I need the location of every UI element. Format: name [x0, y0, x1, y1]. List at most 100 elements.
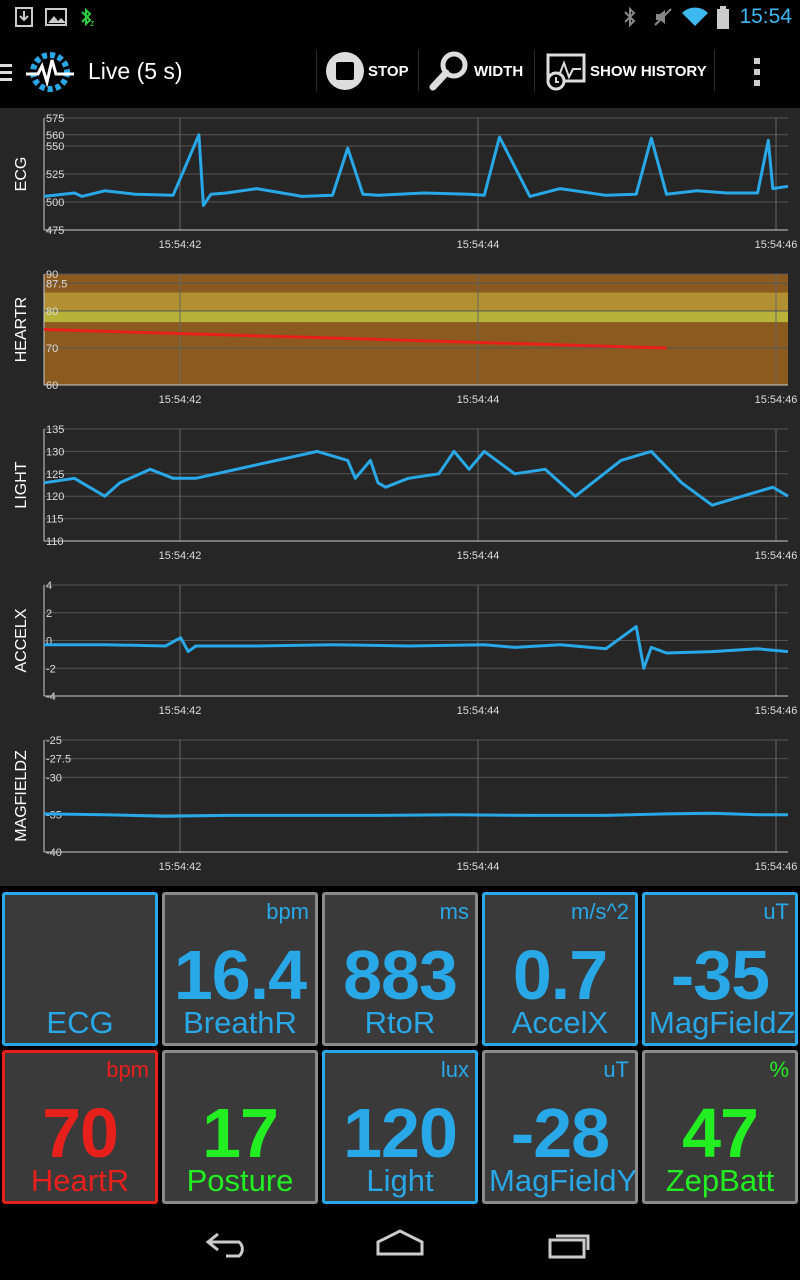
y-tick-label: -25	[46, 735, 62, 747]
light-chart: 135 130 125 120 115 110 15:54:42 15:54:44 15:54:…	[0, 419, 800, 575]
divider	[714, 50, 715, 92]
image-icon	[45, 8, 67, 26]
metric-tiles: ECG bpm 16.4 BreathR ms 883 RtoR m/s^2 0…	[0, 886, 800, 1206]
ecg-chart: 575 560 550 525 500 475 15:54:42 15:54:44 15:54:…	[0, 108, 800, 264]
x-tick-label: 15:54:42	[159, 705, 202, 717]
tile-label: MagFieldZ	[649, 1005, 796, 1040]
x-tick-label: 15:54:46	[755, 705, 798, 717]
y-axis-label: ACCELX	[13, 608, 30, 672]
divider	[534, 50, 535, 92]
show-history-label: SHOW HISTORY	[590, 62, 707, 80]
recent-apps-icon[interactable]	[546, 1228, 596, 1260]
x-tick-label: 15:54:46	[755, 239, 798, 251]
x-tick-label: 15:54:44	[457, 550, 500, 562]
x-tick-label: 15:54:44	[457, 394, 500, 406]
tile-unit: uT	[603, 1057, 629, 1082]
y-tick-label: -30	[46, 772, 62, 784]
y-tick-label: -2	[46, 663, 56, 675]
download-icon	[15, 7, 33, 27]
tile-zepbatt[interactable]: % 47 ZepBatt	[642, 1050, 798, 1204]
x-tick-label: 15:54:42	[159, 550, 202, 562]
heartr-zone-band	[44, 292, 788, 311]
status-bar: z 15:54	[0, 0, 800, 34]
heartr-zone-band	[44, 274, 788, 385]
y-tick-label: 60	[46, 380, 58, 392]
y-tick-label: 500	[46, 197, 64, 209]
menu-lines-icon[interactable]	[0, 62, 14, 82]
x-tick-label: 15:54:44	[457, 861, 500, 873]
home-icon[interactable]	[374, 1228, 426, 1258]
tile-value: 16.4	[173, 936, 307, 1014]
clock: 15:54	[739, 5, 792, 28]
magfieldz-chart: -25 -27.5 -30 -35 -40 15:54:42 15:54:44 15:54:4…	[0, 730, 800, 886]
tile-unit: ms	[439, 899, 469, 924]
tile-unit: %	[769, 1057, 789, 1082]
tile-rtor[interactable]: ms 883 RtoR	[322, 892, 478, 1046]
y-tick-label: -4	[46, 691, 56, 703]
heartr-zone-band	[44, 311, 788, 323]
x-tick-label: 15:54:46	[755, 861, 798, 873]
tile-value: -28	[510, 1094, 610, 1172]
tile-light[interactable]: lux 120 Light	[322, 1050, 478, 1204]
x-tick-label: 15:54:46	[755, 394, 798, 406]
width-label: WIDTH	[474, 62, 524, 80]
series-line	[44, 625, 789, 670]
tile-label: MagFieldY	[489, 1163, 638, 1198]
y-tick-label: 550	[46, 141, 64, 153]
overflow-menu-icon[interactable]	[750, 56, 764, 88]
page-title: Live (5 s)	[88, 58, 183, 84]
y-axis-label: MAGFIELDZ	[13, 750, 30, 842]
battery-icon	[717, 6, 729, 29]
tile-magfieldz[interactable]: uT -35 MagFieldZ	[642, 892, 798, 1046]
action-bar: Live (5 s) STOP WIDTH SHOW HISTORY	[0, 34, 800, 108]
y-tick-label: -40	[46, 847, 62, 859]
y-tick-label: 475	[46, 225, 64, 237]
tile-posture[interactable]: 17 Posture	[162, 1050, 318, 1204]
bluetooth-icon	[624, 6, 636, 28]
y-tick-label: 120	[46, 491, 64, 503]
y-tick-label: 135	[46, 424, 64, 436]
wifi-icon	[682, 7, 708, 26]
width-button[interactable]: WIDTH	[428, 46, 523, 96]
series-line	[43, 811, 788, 818]
tile-unit: lux	[440, 1057, 469, 1082]
tile-label: ECG	[46, 1005, 114, 1040]
x-tick-label: 15:54:42	[159, 239, 202, 251]
y-tick-label: 2	[46, 608, 52, 620]
y-tick-label: 525	[46, 169, 64, 181]
tile-value: 120	[343, 1094, 458, 1172]
app-logo-icon[interactable]	[24, 48, 76, 96]
tile-breathr[interactable]: bpm 16.4 BreathR	[162, 892, 318, 1046]
series-line	[43, 133, 789, 207]
stop-button[interactable]: STOP	[324, 46, 409, 96]
y-tick-label: 0	[46, 636, 52, 648]
y-axis-label: ECG	[13, 157, 30, 192]
y-tick-label: 87.5	[46, 278, 67, 290]
tile-accelx[interactable]: m/s^2 0.7 AccelX	[482, 892, 638, 1046]
tile-label: AccelX	[511, 1005, 609, 1040]
mute-icon	[654, 8, 672, 26]
tile-heartr[interactable]: bpm 70 HeartR	[2, 1050, 158, 1204]
show-history-button[interactable]: SHOW HISTORY	[544, 46, 707, 96]
tile-label: Posture	[186, 1163, 294, 1198]
y-axis-label: LIGHT	[13, 461, 30, 508]
tile-label: HeartR	[30, 1163, 130, 1198]
tile-unit: uT	[763, 899, 789, 924]
svg-text:z: z	[90, 18, 95, 28]
tile-label: RtoR	[364, 1005, 436, 1040]
charts-area: 575 560 550 525 500 475 15:54:42 15:54:44 15:54:…	[0, 108, 800, 886]
tile-label: Light	[366, 1163, 434, 1198]
tile-value: 47	[682, 1094, 759, 1172]
y-tick-label: 125	[46, 469, 64, 481]
tile-magfieldy[interactable]: uT -28 MagFieldY	[482, 1050, 638, 1204]
y-tick-label: -35	[46, 810, 62, 822]
x-tick-label: 15:54:46	[755, 550, 798, 562]
tile-label: ZepBatt	[665, 1163, 775, 1198]
tile-ecg[interactable]: ECG	[2, 892, 158, 1046]
y-tick-label: 115	[46, 514, 64, 526]
tile-unit: bpm	[106, 1057, 149, 1082]
tile-unit: m/s^2	[571, 899, 629, 924]
heartr-chart: 90 87.5 80 70 60 15:54:42 15:54:44 15:54:46 HEAR…	[0, 264, 800, 419]
history-chart-icon	[546, 53, 586, 91]
back-icon[interactable]	[204, 1228, 254, 1258]
